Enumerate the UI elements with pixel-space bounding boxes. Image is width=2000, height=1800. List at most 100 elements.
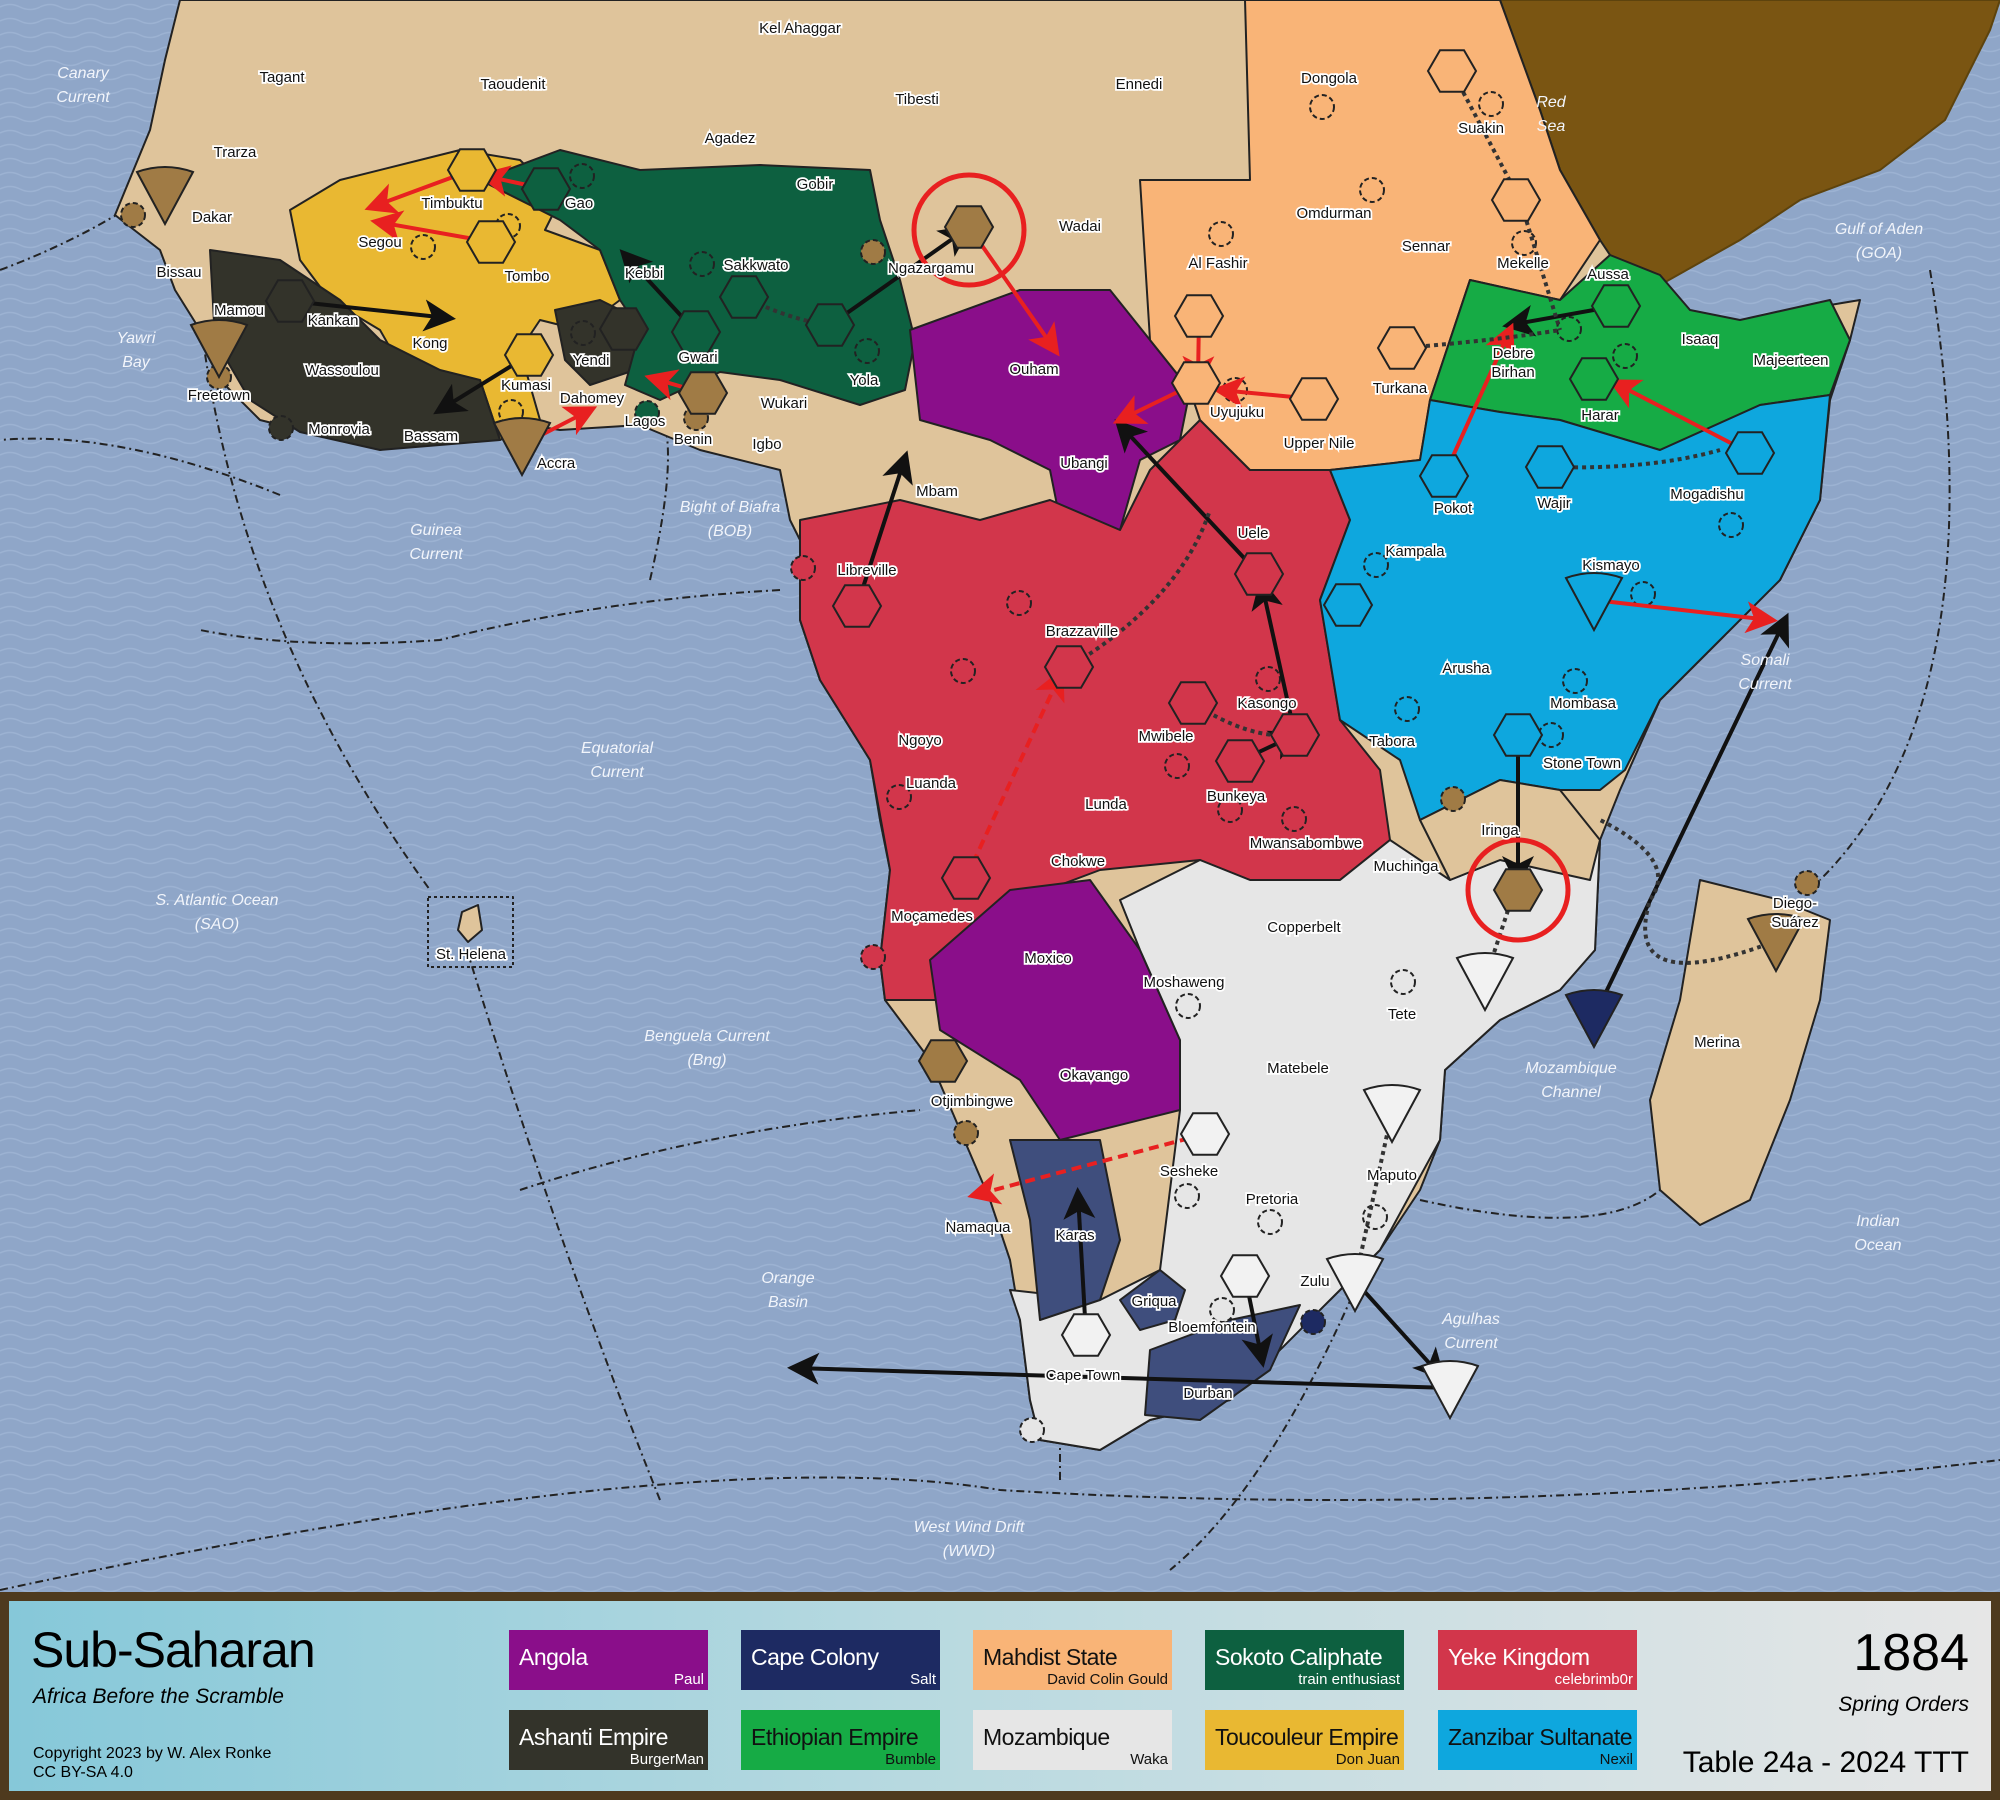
fleet-unit-icon [492,417,552,478]
dislodged-marker [911,172,1027,288]
sea-label: (WWD) [943,1543,995,1560]
sea-label: Gulf of Aden [1835,221,1923,238]
supply-center-icon [1208,221,1234,247]
supply-center-icon [860,239,886,265]
territory-label: Uele [1238,525,1269,542]
army-unit-icon [503,333,555,377]
sea-zone-border [199,589,781,645]
supply-center-icon [1255,666,1281,692]
army-unit-icon [598,307,650,351]
faction-name: Yeke Kingdom [1448,1644,1590,1670]
move-order-arrow [787,1352,1451,1390]
zanzibar-region [1319,394,1831,821]
sea-zone-border [0,437,281,496]
faction-player: celebrimb0r [1554,1671,1633,1688]
support-order-line [1599,818,1777,965]
move-order-arrow [828,225,972,327]
sea-label: Current [56,89,110,106]
sea-label: Somali [1741,652,1790,669]
supply-center-icon [1359,177,1385,203]
supply-center-icon [1164,753,1190,779]
support-order-line [1353,1111,1394,1282]
sea-zone-border [469,959,661,1501]
move-order-arrow [289,299,456,332]
supply-center-icon [1209,1297,1235,1323]
move-order-arrow [855,450,913,607]
faction-zanzibar-sultanate: Zanzibar Sultanate Nexil [1438,1710,1637,1770]
territory-label: Majeerteen [1753,352,1828,369]
madagascar [1649,879,1831,1226]
faction-yeke-kingdom: Yeke Kingdom celebrimb0r [1438,1630,1637,1690]
army-unit-icon [446,148,498,192]
territory-label: Maputo [1367,1167,1417,1184]
supply-center-icon [268,415,294,441]
territory-label: Bloemfontein [1168,1319,1256,1336]
army-unit-icon [1492,868,1544,912]
sea-label: Orange [761,1270,814,1287]
territory-label: Libreville [837,562,896,579]
sea-label: Bay [122,354,151,371]
fleet-unit-icon [135,166,195,227]
army-unit-icon [1590,284,1642,328]
territory-label: Pretoria [1246,1191,1299,1208]
fleet-unit-icon [1362,1084,1422,1145]
game-map: Tagant Taoudenit Kel Ahaggar Tibesti Ennedi D… [0,0,2000,1592]
supply-center-icon [1511,230,1537,256]
sokoto-region [479,149,916,406]
supply-center-icon [410,234,436,260]
faction-player: Salt [910,1671,936,1688]
territory-label: Arusha [1442,660,1490,677]
supply-center-icon [1394,696,1420,722]
sea-label: Equatorial [581,740,653,757]
failed-order-arrow [964,667,1065,879]
territory-label: Yendi [573,352,610,369]
sea-label: (BOB) [708,523,752,540]
territory-label: Monrovia [308,421,370,438]
sea-label: Canary [57,65,110,82]
faction-cape-colony: Cape Colony Salt [741,1630,940,1690]
territory-label: Mwibele [1138,728,1193,745]
territory-label: Turkana [1373,380,1428,397]
move-order-arrow [1251,577,1297,736]
faction-name: Sokoto Caliphate [1215,1644,1383,1670]
army-unit-icon [718,275,770,319]
territory-label: Ubangi [1060,455,1108,472]
sea-zone-border [1819,269,1951,881]
supply-center-icon [1006,590,1032,616]
territory-label: Dongola [1301,70,1358,87]
territory-label: Okavango [1060,1067,1128,1084]
map-title: Sub-Saharan [31,1622,316,1678]
territory-label: Upper Nile [1284,435,1355,452]
army-unit-icon [1568,357,1620,401]
supply-center-icon [1562,668,1588,694]
sea-label: Current [1444,1335,1498,1352]
army-unit-icon [1173,294,1225,338]
sea-label: (Bng) [687,1052,726,1069]
faction-name: Cape Colony [751,1644,879,1670]
territory-label: Zulu [1300,1273,1329,1290]
failed-order-arrow [967,1132,1206,1205]
territory-label: Moxico [1024,950,1072,967]
support-order-line [1067,509,1212,669]
territory-label: Matebele [1267,1060,1329,1077]
territory-label: Moçamedes [891,908,973,925]
failed-order-arrow [1593,598,1778,634]
supply-center-icon [953,1120,979,1146]
territory-label: Otjimbingwe [931,1093,1014,1110]
game-phase: Spring Orders [1838,1693,1969,1716]
faction-player: Bumble [885,1751,936,1768]
army-unit-icon [670,310,722,354]
supply-center-icon [1281,806,1307,832]
supply-center-icon [1794,870,1820,896]
territory-label: Benin [674,431,712,448]
territory-label: Tete [1388,1006,1416,1023]
supply-center-icon [1538,722,1564,748]
territory-label: Birhan [1491,364,1534,381]
sea-label: Guinea [410,522,462,539]
supply-center-icon [1362,1204,1388,1230]
sea-label: (SAO) [195,916,239,933]
fleet-unit-icon [189,319,249,380]
table-label: Table 24a - 2024 TTT [1682,1746,1969,1779]
army-unit-icon [1724,431,1776,475]
sea-label: Agulhas [1441,1311,1500,1328]
